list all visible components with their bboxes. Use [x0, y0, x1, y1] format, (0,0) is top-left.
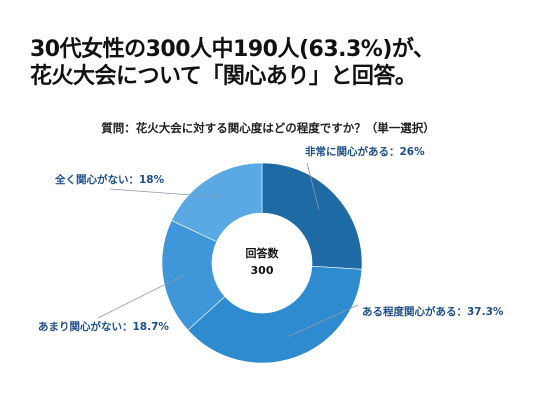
- donut-slice: [187, 265, 363, 364]
- chart-title: 質問：花火大会に対する関心度はどの程度ですか？（単一選択）: [101, 121, 435, 135]
- center-label: 回答数: [246, 246, 280, 260]
- donut-slice: [171, 162, 263, 243]
- headline-line-1: 30代女性の300人中190人(63.3%)が、: [30, 37, 435, 62]
- slice-label: 非常に関心がある：26%: [305, 145, 425, 158]
- headline: 30代女性の300人中190人(63.3%)が、 花火大会について「関心あり」と…: [30, 36, 435, 90]
- center-value: 300: [251, 264, 274, 277]
- donut-slice: [161, 220, 226, 331]
- slice-label: 全く関心がない：18%: [54, 173, 165, 186]
- donut-slice: [261, 162, 363, 270]
- leader-line: [97, 274, 186, 319]
- leader-line: [306, 162, 320, 210]
- slice-label: ある程度関心がある：37.3%: [362, 305, 504, 318]
- headline-line-2: 花火大会について「関心あり」と回答。: [30, 64, 417, 89]
- slice-label: あまり関心がない：18.7%: [38, 320, 169, 333]
- leader-line: [287, 304, 359, 337]
- leader-line: [109, 188, 221, 198]
